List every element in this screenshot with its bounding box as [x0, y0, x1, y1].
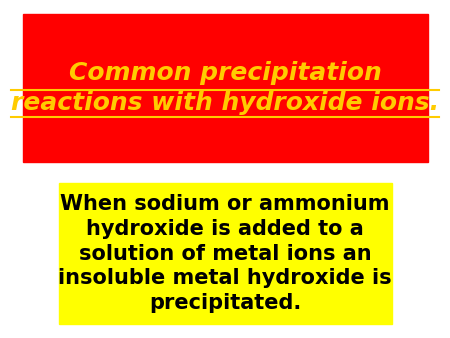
FancyBboxPatch shape	[22, 14, 427, 162]
Text: Common precipitation
reactions with hydroxide ions.: Common precipitation reactions with hydr…	[11, 61, 439, 115]
Text: When sodium or ammonium
hydroxide is added to a
solution of metal ions an
insolu: When sodium or ammonium hydroxide is add…	[58, 194, 392, 313]
FancyBboxPatch shape	[58, 183, 392, 324]
